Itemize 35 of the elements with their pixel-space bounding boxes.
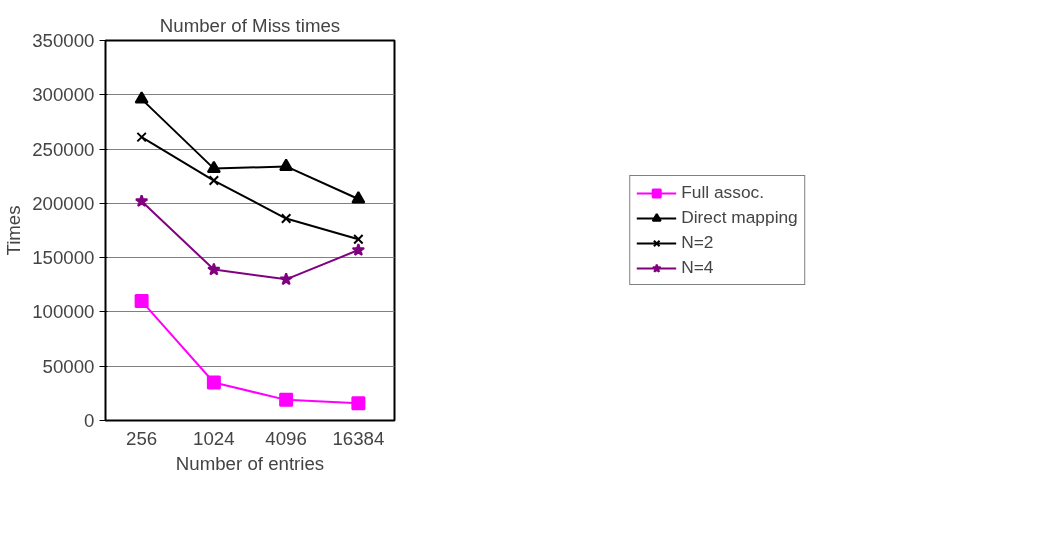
y-axis-title: Times	[3, 205, 25, 256]
point	[134, 294, 149, 309]
point	[206, 160, 221, 174]
point	[207, 262, 221, 276]
y-tick-label: 300000	[32, 84, 95, 106]
point	[351, 191, 366, 204]
y-tick-label: 50000	[42, 355, 95, 377]
point	[279, 158, 294, 171]
legend-label: Direct mapping	[681, 207, 798, 228]
point	[353, 233, 364, 245]
y-tick-label: 0	[84, 410, 95, 431]
x-tick-label: 16384	[332, 427, 385, 449]
x-axis-title: Number of entries	[175, 452, 325, 474]
point	[134, 91, 149, 104]
point	[134, 194, 149, 208]
point	[351, 396, 366, 411]
y-tick-label: 250000	[32, 138, 95, 160]
point	[280, 213, 292, 224]
point	[136, 131, 147, 143]
legend-label: Full assoc.	[681, 182, 765, 203]
point	[206, 375, 221, 390]
y-tick-label: 350000	[32, 30, 95, 51]
y-tick-label: 150000	[32, 247, 95, 269]
y-tick-label: 200000	[32, 192, 95, 214]
point	[279, 392, 294, 407]
legend-label: N=2	[681, 232, 714, 253]
x-tick-label: 4096	[265, 427, 307, 449]
point	[351, 243, 366, 256]
point	[208, 175, 220, 186]
x-tick-label: 256	[126, 427, 158, 449]
y-tick-label: 100000	[32, 301, 95, 323]
legend-label: N=4	[681, 257, 714, 278]
x-tick-label: 1024	[193, 427, 235, 449]
chart-title: Number of Miss times	[159, 14, 341, 36]
point	[279, 272, 293, 286]
